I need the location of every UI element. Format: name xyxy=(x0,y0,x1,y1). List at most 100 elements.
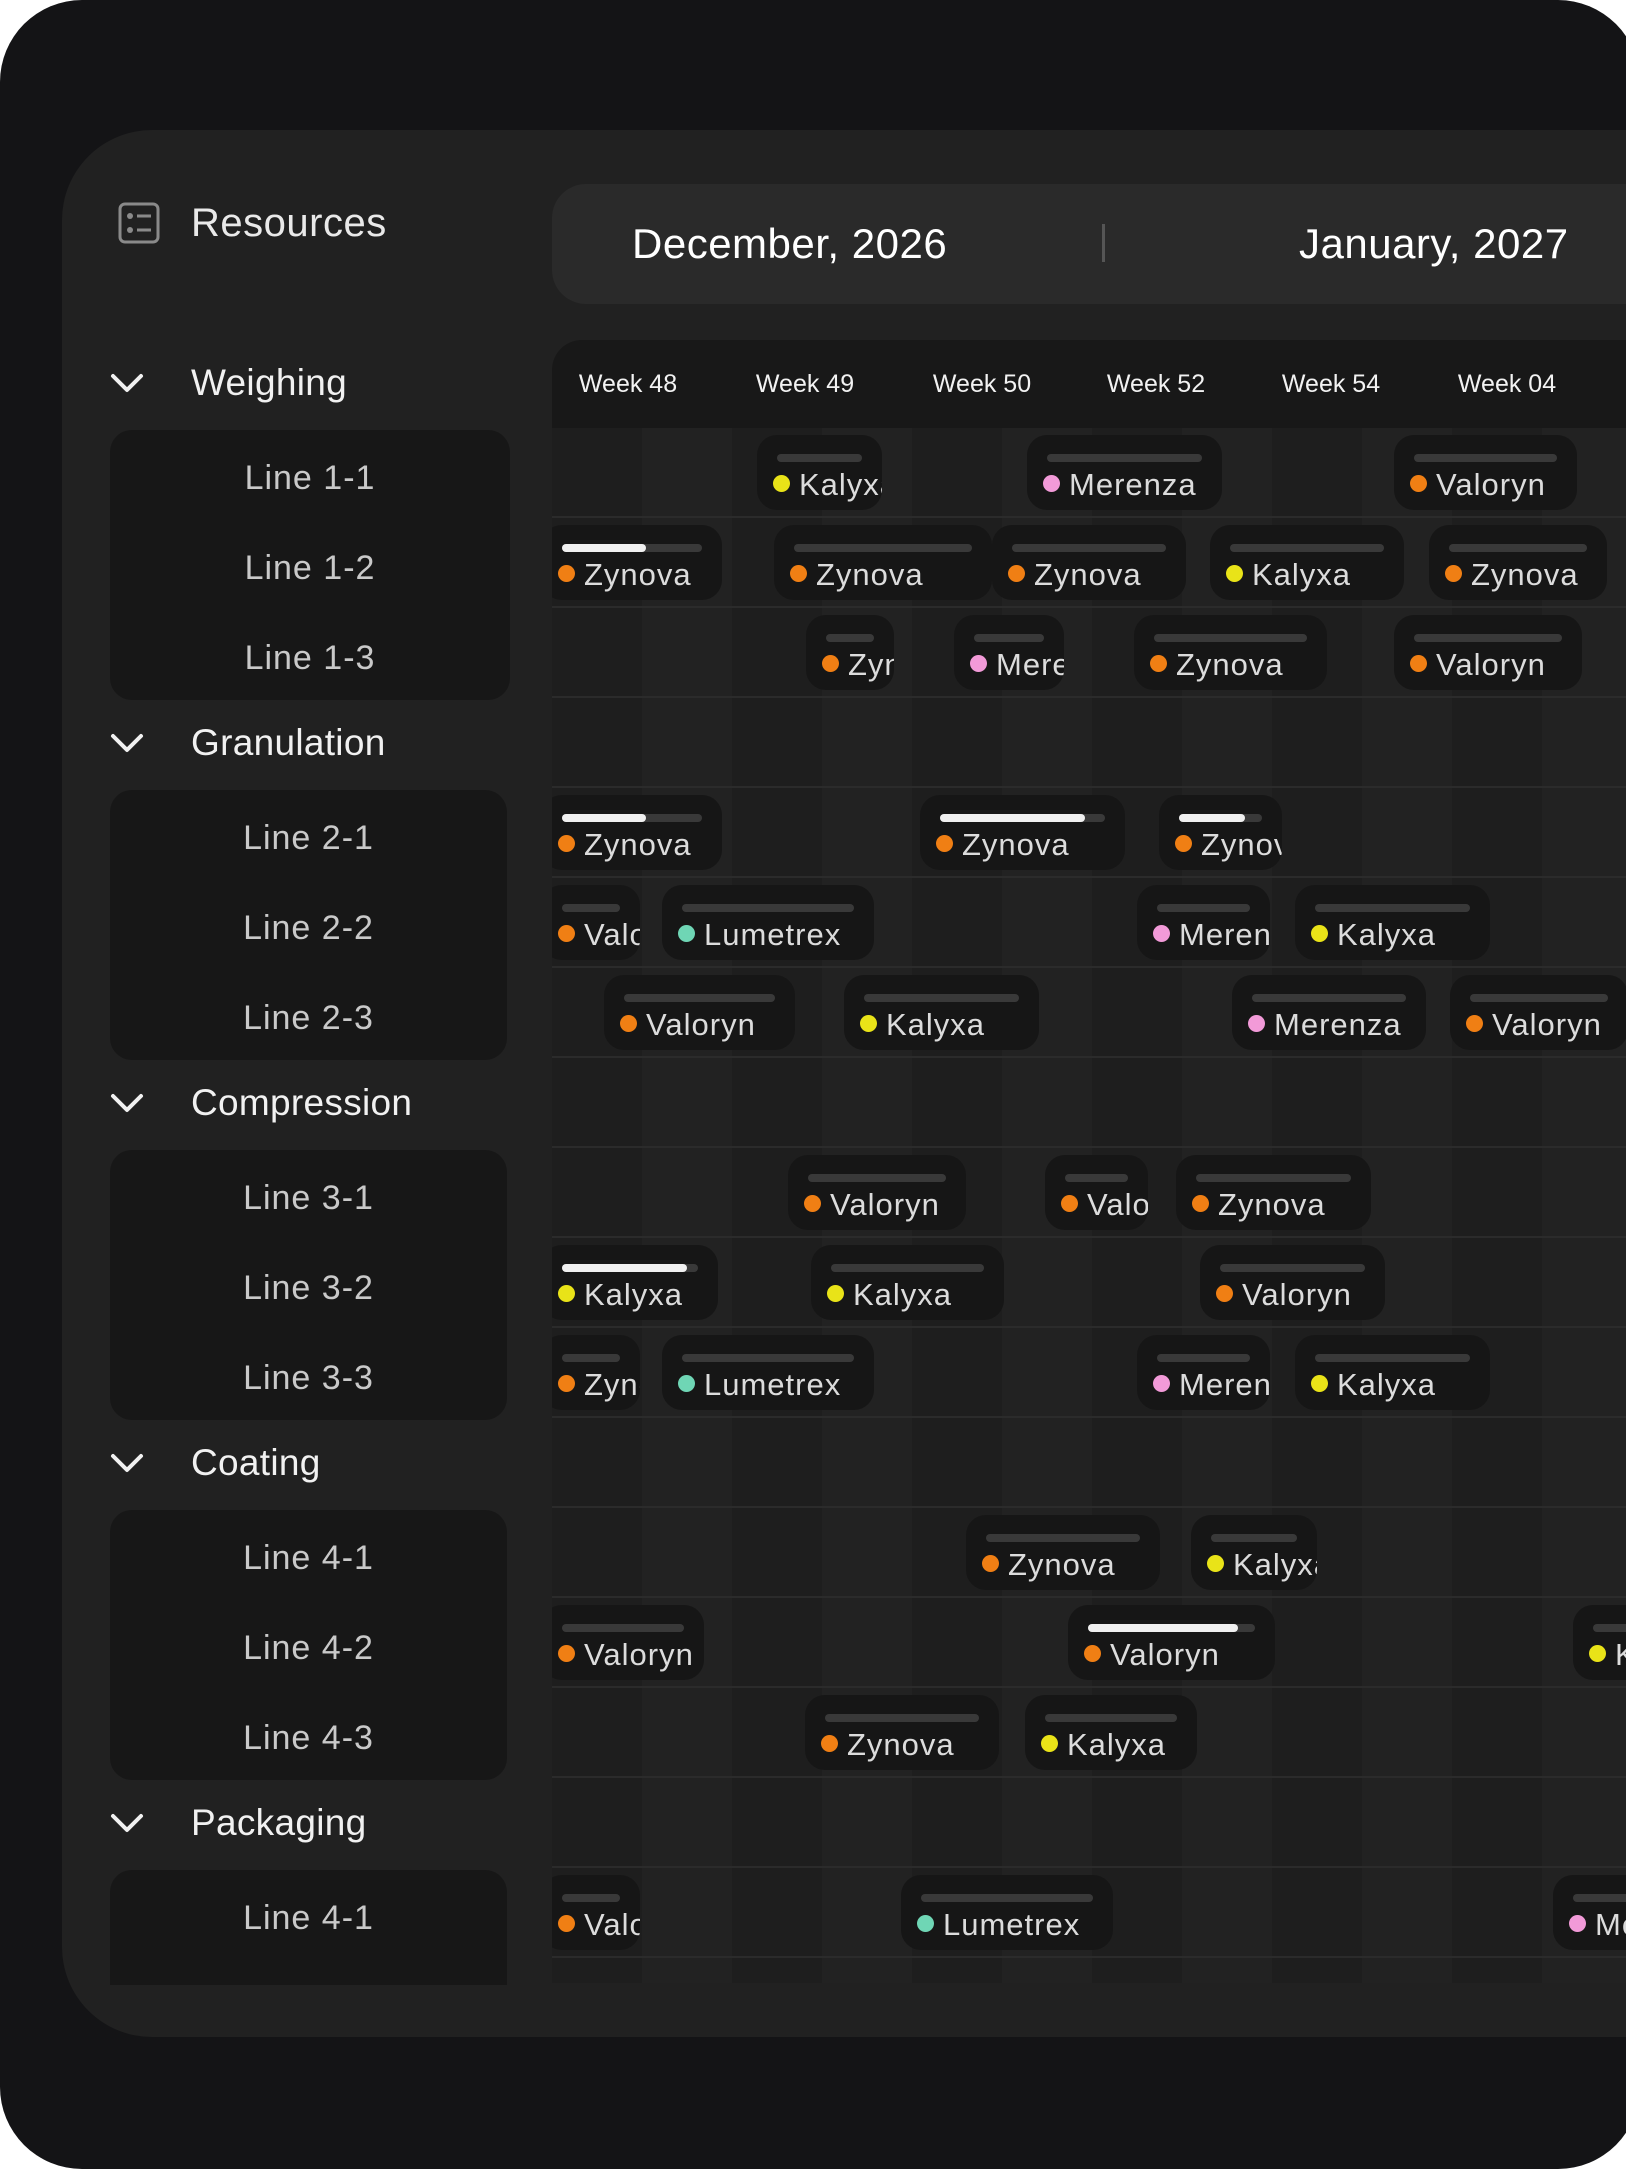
task-label: Merenza xyxy=(1274,1007,1402,1042)
group-header-coating[interactable]: Coating xyxy=(107,1433,321,1493)
task-bar[interactable]: Lumetrex xyxy=(662,1335,874,1410)
chevron-down-icon xyxy=(111,1454,143,1472)
task-progress-fill xyxy=(940,814,1086,822)
task-bar[interactable]: Zynova xyxy=(1159,795,1282,870)
product-color-dot xyxy=(1569,1915,1586,1932)
task-bar[interactable]: Zynova xyxy=(1429,525,1607,600)
group-name: Weighing xyxy=(191,362,347,403)
task-bar[interactable]: Zynova xyxy=(805,1695,999,1770)
group-name: Packaging xyxy=(191,1802,367,1843)
task-bar[interactable]: Merenza xyxy=(1553,1875,1626,1950)
task-bar[interactable]: Zynova xyxy=(966,1515,1160,1590)
resource-line[interactable]: Line 4-1 xyxy=(243,1899,374,1937)
task-progress-track xyxy=(562,814,702,822)
task-label: Kalyxa xyxy=(1615,1638,1626,1672)
group-header-compression[interactable]: Compression xyxy=(107,1073,412,1133)
task-bar[interactable]: Valoryn xyxy=(1450,975,1626,1050)
task-progress-track xyxy=(940,814,1105,822)
product-color-dot xyxy=(620,1015,637,1032)
resource-line[interactable]: Line 4-2 xyxy=(243,1629,374,1667)
task-bar[interactable]: Valoryn xyxy=(788,1155,966,1230)
product-color-dot xyxy=(982,1555,999,1572)
task-bar[interactable]: Valoryn xyxy=(1394,435,1577,510)
task-bar[interactable]: Kalyxa xyxy=(1025,1695,1197,1770)
task-bar[interactable]: Zynova xyxy=(806,615,894,690)
resource-line[interactable]: Line 4-3 xyxy=(243,1719,374,1757)
task-bar[interactable]: Kalyxa xyxy=(1295,1335,1490,1410)
row-divider xyxy=(552,516,1626,518)
group-header-granulation[interactable]: Granulation xyxy=(107,713,386,773)
group-header-weighing[interactable]: Weighing xyxy=(107,353,347,413)
task-progress-track xyxy=(777,454,862,462)
resource-line[interactable]: Line 3-2 xyxy=(243,1269,374,1307)
task-label: Merenza xyxy=(1069,467,1197,502)
task-bar[interactable]: Zynova xyxy=(552,525,722,600)
resource-line[interactable]: Line 2-2 xyxy=(243,909,374,947)
task-bar[interactable]: Zynova xyxy=(992,525,1186,600)
task-bar[interactable]: Valoryn xyxy=(1200,1245,1385,1320)
task-bar[interactable]: Kalyxa xyxy=(1191,1515,1317,1590)
task-bar[interactable]: Zynova xyxy=(552,795,722,870)
task-progress-track xyxy=(921,1894,1093,1902)
task-bar[interactable]: Merenza xyxy=(1232,975,1426,1050)
chevron-down-icon xyxy=(111,734,143,752)
task-bar[interactable]: Merenza xyxy=(1027,435,1222,510)
task-bar[interactable]: Zynova xyxy=(1176,1155,1371,1230)
task-progress-track xyxy=(624,994,775,1002)
task-bar[interactable]: Valoryn xyxy=(1394,615,1582,690)
month-label[interactable]: January, 2027 xyxy=(1299,220,1569,267)
task-progress-track xyxy=(682,904,854,912)
product-color-dot xyxy=(558,565,575,582)
resource-line[interactable]: Line 3-3 xyxy=(243,1359,374,1397)
task-bar[interactable]: Kalyxa xyxy=(1573,1605,1626,1680)
group-header-packaging[interactable]: Packaging xyxy=(107,1793,367,1853)
product-color-dot xyxy=(558,1375,575,1392)
group-name: Coating xyxy=(191,1442,321,1483)
task-bar[interactable]: Valoryn xyxy=(552,1605,704,1680)
schedule-grid[interactable]: Kalyxa Merenza Valoryn Zynova Zynova Zynova Ka… xyxy=(552,428,1626,1983)
task-bar[interactable]: Lumetrex xyxy=(662,885,874,960)
week-label: Week 04 xyxy=(1457,370,1557,398)
task-progress-fill xyxy=(1088,1624,1239,1632)
task-bar[interactable]: Kalyxa xyxy=(811,1245,1004,1320)
task-bar[interactable]: Valoryn xyxy=(1045,1155,1148,1230)
task-bar[interactable]: Valoryn xyxy=(1068,1605,1275,1680)
resource-line[interactable]: Line 2-1 xyxy=(243,819,374,857)
month-label[interactable]: December, 2026 xyxy=(632,220,948,267)
task-bar[interactable]: Zynova xyxy=(920,795,1125,870)
task-bar[interactable]: Kalyxa xyxy=(1295,885,1490,960)
resource-line[interactable]: Line 1-3 xyxy=(244,639,376,677)
row-divider xyxy=(552,1956,1626,1958)
task-bar[interactable]: Lumetrex xyxy=(901,1875,1113,1950)
week-label: Week 48 xyxy=(578,370,678,398)
task-bar[interactable]: Kalyxa xyxy=(552,1245,718,1320)
task-bar[interactable]: Zynova xyxy=(1134,615,1327,690)
task-bar[interactable]: Kalyxa xyxy=(844,975,1039,1050)
resource-line[interactable]: Line 1-2 xyxy=(244,549,376,587)
product-color-dot xyxy=(1061,1195,1078,1212)
resource-line[interactable]: Line 3-1 xyxy=(243,1179,374,1217)
task-bar[interactable]: Merenza xyxy=(1137,885,1270,960)
week-label: Week 54 xyxy=(1281,370,1381,398)
task-label: Valoryn xyxy=(584,917,640,952)
row-divider xyxy=(552,786,1626,788)
week-label: Week 49 xyxy=(755,370,855,398)
task-bar[interactable]: Merenza xyxy=(1137,1335,1270,1410)
task-bar[interactable]: Kalyxa xyxy=(1210,525,1404,600)
task-bar[interactable]: Valoryn xyxy=(552,1875,640,1950)
resource-line[interactable]: Line 4-1 xyxy=(243,1539,374,1577)
task-bar[interactable]: Valoryn xyxy=(604,975,795,1050)
task-bar[interactable]: Valoryn xyxy=(552,885,640,960)
task-progress-fill xyxy=(562,814,646,822)
task-bar[interactable]: Kalyxa xyxy=(757,435,882,510)
product-color-dot xyxy=(821,1735,838,1752)
task-bar[interactable]: Merenza xyxy=(954,615,1064,690)
resource-line[interactable]: Line 1-1 xyxy=(244,459,376,497)
row-divider xyxy=(552,1686,1626,1688)
task-progress-track xyxy=(1449,544,1587,552)
resource-line[interactable]: Line 2-3 xyxy=(243,999,374,1037)
product-color-dot xyxy=(558,1915,575,1932)
task-label: Lumetrex xyxy=(943,1907,1081,1942)
task-bar[interactable]: Zynova xyxy=(552,1335,640,1410)
task-bar[interactable]: Zynova xyxy=(774,525,992,600)
